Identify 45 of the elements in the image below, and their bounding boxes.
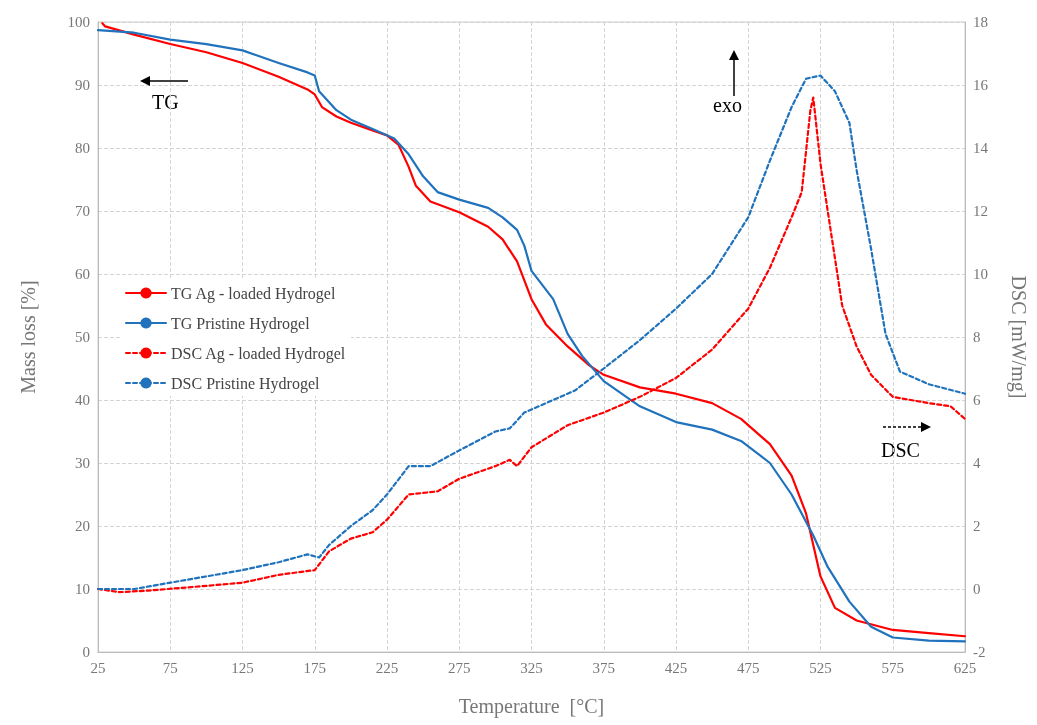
y2-tick-label: 6 (973, 392, 981, 408)
y2-tick-label: 10 (973, 266, 988, 282)
x-tick-label: 25 (90, 659, 106, 676)
x-tick-label: 125 (231, 659, 254, 676)
y-tick-label: 60 (75, 266, 90, 282)
x-tick-label: 525 (809, 659, 832, 676)
y2-tick-label: 12 (973, 203, 988, 219)
x-tick-label: 325 (520, 659, 543, 676)
y-tick-label: 0 (82, 644, 90, 660)
x-tick-label: 575 (881, 659, 904, 676)
y2-tick-label: 14 (973, 140, 989, 156)
y-tick-label: 40 (75, 392, 90, 408)
y-tick-label: 70 (75, 203, 90, 219)
x-tick-label: 625 (953, 659, 977, 676)
y-tick-label: 80 (75, 140, 90, 156)
annotation: exo (713, 94, 742, 116)
y2-tick-label: 16 (973, 77, 989, 93)
legend-label: TG Ag - loaded Hydrogel (171, 284, 336, 303)
y-tick-label: 10 (75, 581, 90, 597)
x-tick-label: 375 (592, 659, 615, 676)
y-tick-label: 90 (75, 77, 90, 93)
legend-label: TG Pristine Hydrogel (171, 314, 311, 333)
annotation: DSC (881, 439, 920, 461)
legend-label: DSC Pristine Hydrogel (171, 374, 320, 393)
y2-tick-label: -2 (973, 644, 986, 660)
y2-tick-label: 4 (973, 455, 981, 471)
y-tick-label: 30 (75, 455, 90, 471)
x-tick-label: 425 (664, 659, 688, 676)
x-tick-label: 225 (375, 659, 399, 676)
y2-tick-label: 0 (973, 581, 981, 597)
x-tick-label: 475 (737, 659, 760, 676)
y2-axis-title: DSC [mW/mg] (1007, 275, 1030, 399)
annotation: TG (152, 91, 179, 113)
x-tick-label: 75 (162, 659, 178, 676)
y-axis-title: Mass loss [%] (17, 280, 39, 394)
x-tick-label: 175 (303, 659, 326, 676)
legend-label: DSC Ag - loaded Hydrogel (171, 344, 346, 363)
y2-tick-label: 18 (973, 14, 988, 30)
y2-tick-label: 2 (973, 518, 981, 534)
y-tick-label: 20 (75, 518, 90, 534)
y2-tick-label: 8 (973, 329, 981, 345)
y-tick-label: 100 (67, 14, 90, 30)
x-axis-title: Temperature [°C] (458, 695, 605, 718)
x-tick-label: 275 (448, 659, 471, 676)
y-tick-label: 50 (75, 329, 90, 345)
